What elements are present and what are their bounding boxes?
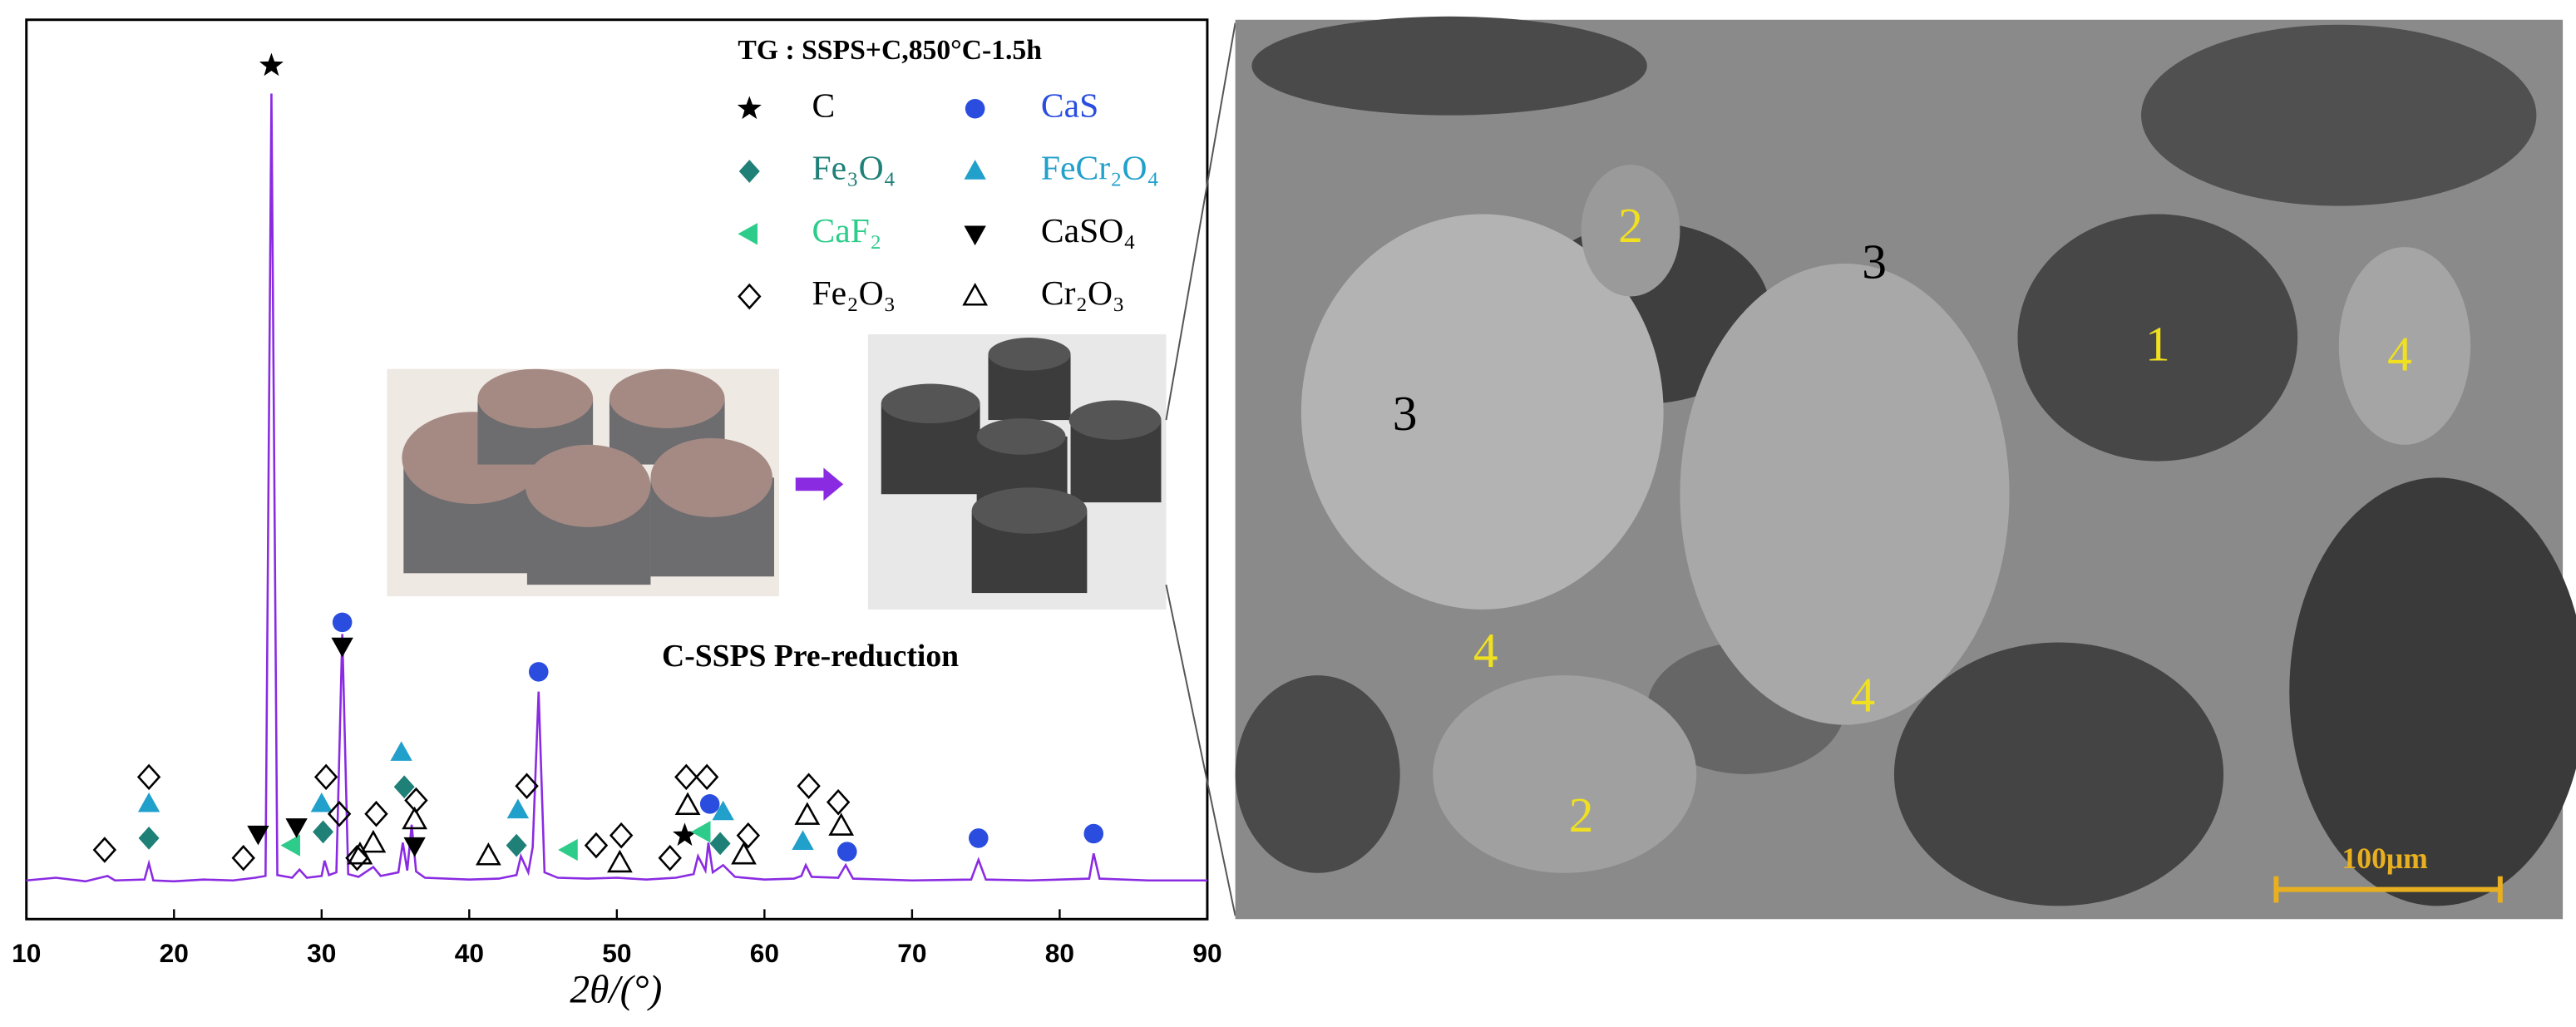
marker xyxy=(792,830,814,850)
marker xyxy=(259,52,284,77)
marker xyxy=(797,773,821,799)
marker xyxy=(690,821,711,843)
marker xyxy=(709,832,731,856)
marker xyxy=(393,775,415,799)
legend-label: Fe₃O₄ xyxy=(812,149,896,187)
legend-symbol xyxy=(738,160,760,183)
marker xyxy=(712,800,734,821)
marker xyxy=(390,741,412,761)
x-tick-label: 30 xyxy=(307,938,336,968)
marker xyxy=(327,800,352,827)
zoom-line xyxy=(1165,584,1236,916)
photo-before xyxy=(387,368,779,597)
marker xyxy=(515,773,539,799)
marker xyxy=(694,763,719,791)
x-tick-label: 50 xyxy=(602,938,631,968)
marker xyxy=(794,802,821,825)
legend-label: FeCr₂O₄ xyxy=(1041,149,1159,187)
marker xyxy=(92,837,117,863)
region-label: 4 xyxy=(1850,667,1875,722)
legend-label: CaF₂ xyxy=(812,211,882,249)
marker xyxy=(584,832,609,859)
marker xyxy=(280,834,300,857)
legend-symbol xyxy=(965,98,985,119)
marker xyxy=(607,849,633,873)
marker xyxy=(609,822,634,849)
marker xyxy=(345,844,369,871)
region-label: 4 xyxy=(1473,623,1498,678)
marker xyxy=(231,844,255,871)
marker xyxy=(736,822,761,849)
arrow xyxy=(795,467,844,501)
marker xyxy=(674,792,701,815)
chart-title: TG : SSPS+C,850°C-1.5h xyxy=(738,35,1042,66)
marker xyxy=(310,792,333,812)
marker xyxy=(731,841,757,865)
marker xyxy=(658,844,682,871)
x-tick-label: 60 xyxy=(750,938,779,968)
region-label: 4 xyxy=(2387,326,2412,381)
region-label: 2 xyxy=(1569,788,1594,842)
legend-symbol xyxy=(964,160,986,180)
scale-bar-label: 100μm xyxy=(2342,842,2429,875)
region-label: 3 xyxy=(1862,235,1887,289)
marker xyxy=(313,820,334,844)
marker xyxy=(476,842,501,866)
x-tick-label: 90 xyxy=(1192,938,1221,968)
marker xyxy=(1083,823,1104,844)
zoom-line xyxy=(1165,22,1236,421)
marker xyxy=(506,798,530,819)
legend-symbol xyxy=(738,283,762,310)
marker xyxy=(528,662,549,682)
marker xyxy=(558,838,578,862)
marker xyxy=(137,792,160,812)
marker xyxy=(331,637,353,658)
legend-label: C xyxy=(812,86,836,124)
xrd-pattern xyxy=(26,93,1207,883)
legend-symbol xyxy=(964,225,986,246)
photo-caption: C-SSPS Pre-reduction xyxy=(662,639,959,674)
marker xyxy=(313,763,338,791)
legend-label: Cr₂O₃ xyxy=(1041,274,1125,312)
legend-label: CaS xyxy=(1041,86,1098,124)
photo-after xyxy=(867,334,1167,610)
marker xyxy=(699,794,720,814)
x-tick-label: 10 xyxy=(12,938,41,968)
marker xyxy=(403,837,426,857)
marker xyxy=(506,833,527,857)
marker xyxy=(247,825,269,846)
legend-label: Fe₂O₃ xyxy=(812,274,896,312)
legend-symbol xyxy=(962,283,989,306)
marker xyxy=(968,828,989,848)
marker xyxy=(360,829,387,853)
marker xyxy=(828,812,855,836)
x-tick-label: 20 xyxy=(160,938,189,968)
marker xyxy=(402,806,427,830)
marker xyxy=(138,827,160,850)
marker xyxy=(836,842,857,862)
marker xyxy=(672,822,698,847)
marker xyxy=(285,818,308,838)
marker xyxy=(332,612,353,633)
marker xyxy=(347,841,373,865)
x-tick-label: 80 xyxy=(1045,938,1074,968)
region-label: 3 xyxy=(1393,386,1418,441)
legend-symbol xyxy=(738,223,758,245)
marker xyxy=(826,788,851,816)
x-axis-label: 2θ/(°) xyxy=(570,968,662,1011)
x-tick-label: 40 xyxy=(455,938,484,968)
legend-symbol xyxy=(737,96,762,120)
marker xyxy=(136,763,161,791)
marker xyxy=(674,763,698,791)
x-tick-label: 70 xyxy=(897,938,926,968)
region-label: 1 xyxy=(2145,317,2170,372)
marker xyxy=(364,800,388,827)
sem-image xyxy=(1235,16,2576,920)
legend-label: CaSO₄ xyxy=(1041,211,1136,249)
region-label: 2 xyxy=(1618,198,1643,253)
